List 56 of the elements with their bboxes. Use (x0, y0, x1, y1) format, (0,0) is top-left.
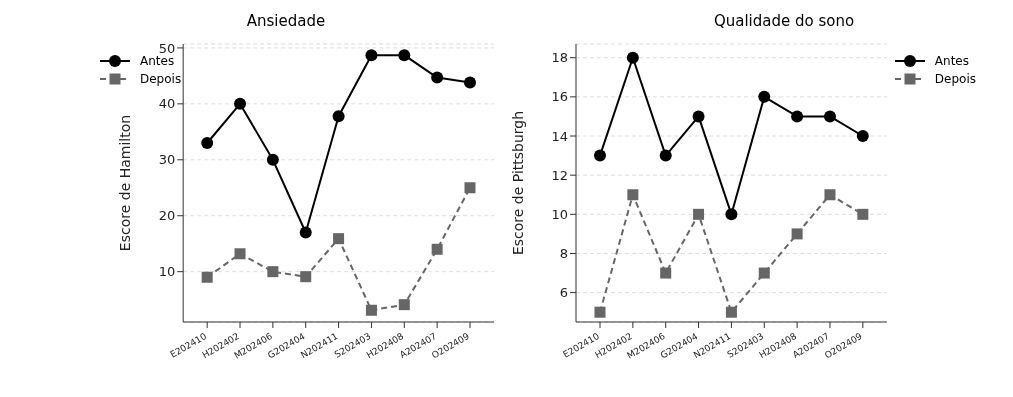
point (857, 208, 869, 220)
point (791, 110, 804, 123)
y-tick-label: 16 (551, 89, 568, 105)
y-tick-label: 12 (551, 167, 568, 183)
point (594, 149, 606, 162)
point (201, 271, 213, 283)
y-tick-label: 6 (559, 285, 568, 301)
point (398, 49, 411, 62)
point (266, 153, 279, 166)
chart-title: Ansiedade (245, 12, 327, 30)
point (856, 130, 869, 143)
point (824, 189, 836, 201)
point (464, 76, 476, 89)
point (234, 248, 246, 260)
point (626, 51, 639, 64)
point (234, 97, 247, 110)
point (464, 182, 476, 194)
point (431, 71, 444, 84)
point (300, 271, 312, 283)
point (267, 266, 279, 278)
point (791, 228, 803, 240)
y-tick-label: 20 (158, 208, 176, 224)
point (659, 149, 672, 162)
legend-label: Depois (140, 72, 182, 86)
point (693, 208, 705, 220)
point (398, 299, 410, 311)
point (758, 267, 770, 279)
y-tick-label: 14 (551, 128, 568, 144)
y-tick-label: 10 (551, 206, 568, 222)
point (594, 306, 606, 318)
point (725, 208, 738, 221)
chart-title: Qualidade do sono (712, 12, 856, 30)
point (823, 110, 836, 123)
y-tick-label: 30 (158, 152, 176, 168)
point (660, 267, 672, 279)
point (201, 137, 214, 150)
legend-label: Antes (140, 54, 175, 68)
point (692, 110, 705, 123)
y-tick-label: 8 (559, 246, 568, 262)
point (365, 49, 378, 62)
point (332, 110, 345, 123)
point (725, 306, 737, 318)
point (333, 233, 345, 245)
point (299, 226, 312, 239)
point (365, 304, 377, 316)
y-tick-label: 10 (158, 264, 176, 280)
legend-label: Depois (934, 72, 976, 86)
legend-label: Antes (934, 54, 969, 68)
y-tick-label: 18 (551, 50, 568, 66)
y-tick-label: 40 (158, 96, 176, 112)
y-tick-label: 50 (158, 40, 176, 56)
point (627, 189, 639, 201)
y-axis-title: Escore de Pittsburgh (509, 110, 526, 256)
point (758, 90, 771, 103)
point (431, 243, 443, 255)
y-axis-title: Escore de Hamilton (117, 114, 134, 252)
